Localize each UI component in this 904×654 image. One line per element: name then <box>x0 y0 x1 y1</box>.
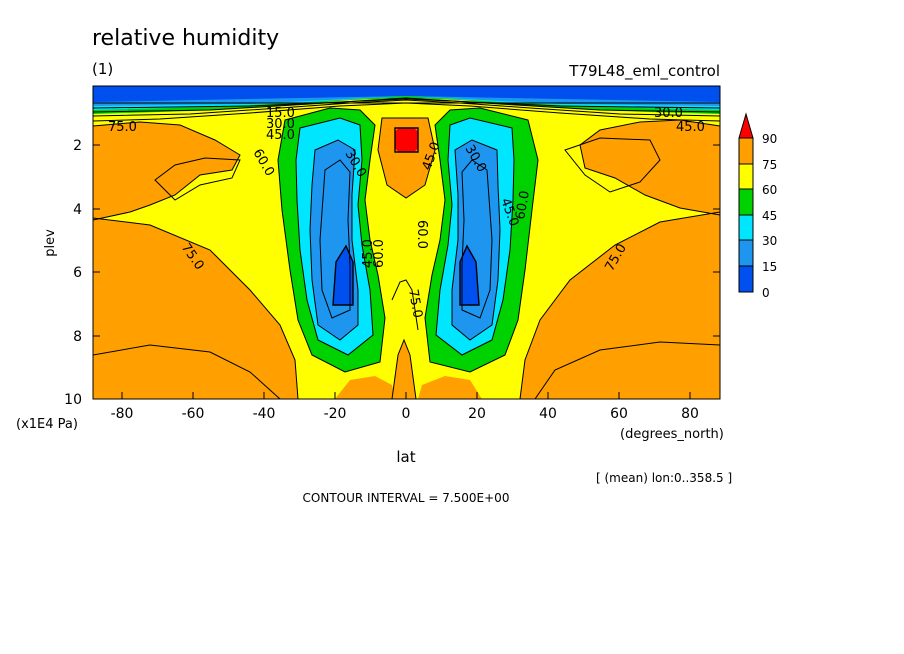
field-red-core <box>395 128 418 152</box>
field-orange-right <box>580 120 720 215</box>
x-tick-label: -60 <box>182 406 205 422</box>
x-tick-label: -80 <box>111 406 134 422</box>
colorbar-swatch <box>738 239 754 267</box>
colorbar-level: 30 <box>762 234 777 248</box>
x-tick-label: -20 <box>324 406 347 422</box>
x-tick-label: -40 <box>253 406 276 422</box>
contour-label: 60.0 <box>414 220 429 249</box>
x-tick-label: 60 <box>610 406 628 422</box>
contour-label: 45.0 <box>361 239 376 268</box>
colorbar-level: 45 <box>762 209 777 223</box>
x-ticks <box>121 392 691 399</box>
contour-label: 30.0 <box>654 106 683 121</box>
averaging-annotation: [ (mean) lon:0..358.5 ] <box>596 471 732 485</box>
colorbar-swatch <box>738 163 754 190</box>
colorbar-level: 75 <box>762 158 777 172</box>
experiment-label: T79L48_eml_control <box>568 62 720 81</box>
colorbar-swatch <box>738 137 754 165</box>
colorbar-level: 60 <box>762 183 777 197</box>
colorbar-level: 15 <box>762 260 777 274</box>
colorbar-swatch <box>738 265 754 293</box>
colorbar-swatch <box>738 214 754 241</box>
x-tick-label: 20 <box>468 406 486 422</box>
x-axis: -80 -60 -40 -20 0 20 40 60 80 (degrees_n… <box>111 392 724 466</box>
x-axis-label: lat <box>396 448 415 466</box>
y-axis-units: (x1E4 Pa) <box>16 417 78 432</box>
x-axis-units: (degrees_north) <box>620 427 724 442</box>
y-tick-label: 8 <box>73 329 82 345</box>
colorbar-swatch <box>738 188 754 216</box>
contour-lines <box>93 97 720 399</box>
y-tick-label: 6 <box>73 265 82 281</box>
y-tick-label: 10 <box>64 392 82 408</box>
contour-label: 60.0 <box>513 190 533 221</box>
x-tick-label: 0 <box>402 406 411 422</box>
y-tick-label: 4 <box>73 202 82 218</box>
x-tick-label: 40 <box>539 406 557 422</box>
contour-label: 30.0 <box>266 117 295 132</box>
contour-label: 45.0 <box>676 120 705 135</box>
y-tick-label: 2 <box>73 138 82 154</box>
colorbar: 90 75 60 45 30 15 0 <box>738 112 777 300</box>
y-ticks <box>93 144 720 337</box>
x-tick-label: 80 <box>681 406 699 422</box>
contour-label: 45.0 <box>266 128 295 143</box>
y-axis-label: plev <box>43 229 58 257</box>
field-deep-left <box>333 246 353 305</box>
y-axis: plev (x1E4 Pa) 2 4 6 8 10 <box>16 138 720 432</box>
colorbar-level: 0 <box>762 286 770 300</box>
contour-label: 75.0 <box>108 120 137 135</box>
chart-units: (1) <box>92 60 113 78</box>
field-orange-center-upper <box>378 118 435 198</box>
field-upper-band-deep <box>93 86 720 102</box>
field-deep-right <box>460 246 479 305</box>
contour-label: 60.0 <box>372 239 387 268</box>
colorbar-level: 90 <box>762 132 777 146</box>
contour-label: 75.0 <box>405 288 425 319</box>
chart-title: relative humidity <box>92 26 279 51</box>
plot-area <box>93 86 720 399</box>
contour-interval-note: CONTOUR INTERVAL = 7.500E+00 <box>303 491 510 505</box>
field-orange-trough-right <box>418 376 482 399</box>
field-orange-right-lower <box>520 212 720 399</box>
field-orange-trough-left <box>335 376 395 399</box>
field-orange-center-lower <box>392 340 416 399</box>
colorbar-extend-triangle <box>738 112 754 139</box>
contour-label: 15.0 <box>266 106 295 121</box>
field-orange-left-lower <box>93 218 298 399</box>
